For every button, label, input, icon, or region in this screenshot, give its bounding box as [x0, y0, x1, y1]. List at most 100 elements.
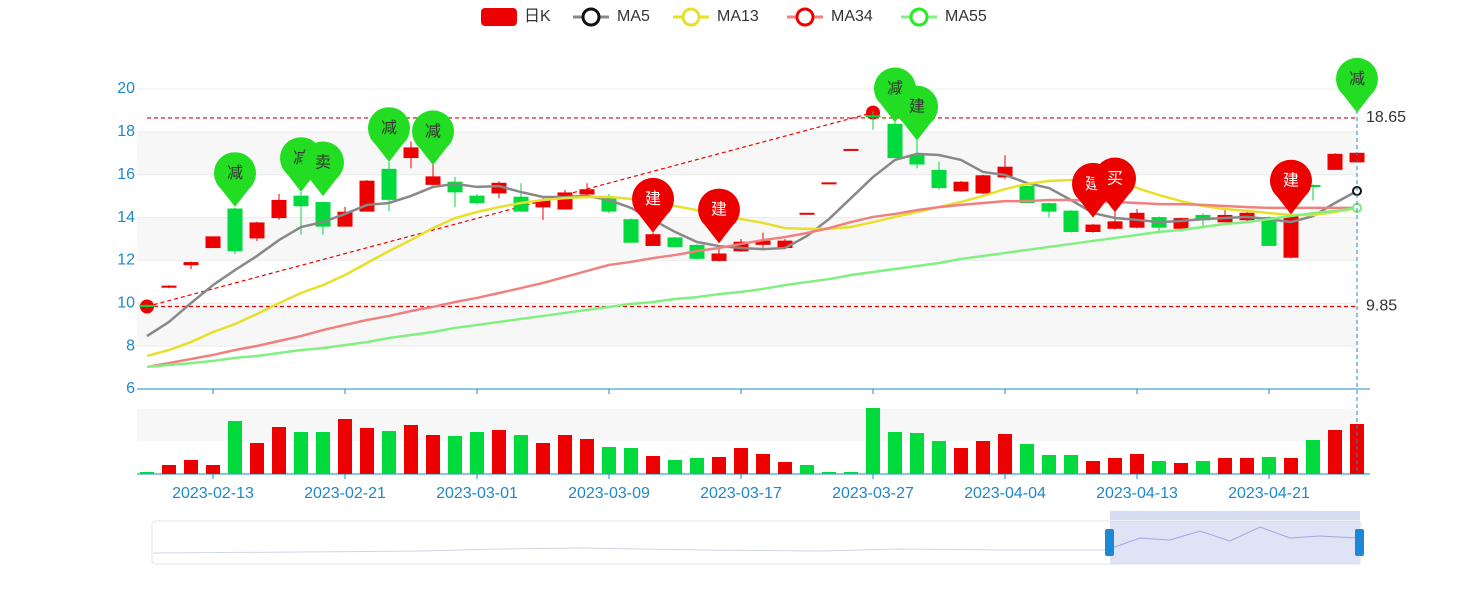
- split-area: [137, 303, 1357, 347]
- volume-bar: [1240, 458, 1254, 474]
- volume-bar: [536, 443, 550, 474]
- candle-body: [1019, 186, 1035, 204]
- volume-bar: [492, 430, 506, 474]
- x-tick-label: 2023-02-21: [304, 485, 386, 502]
- candle-body: [447, 181, 463, 193]
- y-tick-label: 18: [117, 123, 135, 140]
- candle-body: [161, 285, 177, 288]
- marker-label: 卖: [315, 153, 331, 171]
- legend-icon-circle: [681, 7, 701, 27]
- volume-bar: [910, 433, 924, 474]
- candle-body: [579, 189, 595, 195]
- candle-body: [1327, 153, 1343, 170]
- candle-body: [205, 236, 221, 249]
- volume-bar: [756, 454, 770, 474]
- volume-bar: [998, 434, 1012, 474]
- volume-bar: [294, 432, 308, 474]
- zoom-bar[interactable]: [1110, 511, 1360, 520]
- mark-line-label: 9.85: [1366, 298, 1397, 315]
- volume-bar: [888, 432, 902, 474]
- volume-bar: [558, 435, 572, 474]
- volume-bar: [602, 447, 616, 474]
- volume-bar: [470, 432, 484, 474]
- zoom-handle-right[interactable]: [1355, 529, 1364, 556]
- legend-icon: [481, 8, 517, 26]
- volume-bar: [316, 432, 330, 474]
- volume-bar: [932, 441, 946, 474]
- legend: 日K MA5 MA13 MA34 MA55: [481, 7, 987, 27]
- mark-line-label: 18.65: [1366, 109, 1406, 126]
- y-tick-label: 20: [117, 80, 135, 97]
- marker-label: 减: [1349, 70, 1365, 88]
- volume-bar: [1196, 461, 1210, 474]
- candle-body: [799, 212, 815, 215]
- legend-label: MA5: [617, 8, 650, 25]
- zoom-handle-left[interactable]: [1105, 529, 1114, 556]
- volume-bar: [734, 448, 748, 474]
- volume-bar: [206, 465, 220, 474]
- x-tick-label: 2023-04-21: [1228, 485, 1310, 502]
- volume-bar: [1306, 440, 1320, 474]
- candle-body: [909, 154, 925, 165]
- volume-bar: [382, 431, 396, 474]
- volume-bar: [844, 472, 858, 474]
- y-tick-label: 16: [117, 166, 135, 183]
- marker-pin: [1093, 157, 1136, 213]
- marker-label: 减: [425, 122, 441, 140]
- candle-body: [711, 253, 727, 261]
- marker-label: 建: [1283, 172, 1299, 190]
- candle-body: [865, 115, 881, 118]
- volume-bar: [668, 460, 682, 474]
- y-tick-label: 10: [117, 295, 135, 312]
- marker-label: 减: [887, 79, 903, 97]
- candle-body: [887, 123, 903, 159]
- x-tick-label: 2023-03-01: [436, 485, 518, 502]
- trend-line: [146, 111, 874, 308]
- candle-body: [381, 168, 397, 200]
- y-tick-label: 8: [126, 337, 135, 354]
- x-tick-label: 2023-04-04: [964, 485, 1046, 502]
- volume-bar: [1086, 461, 1100, 474]
- volume-bar: [272, 427, 286, 474]
- candle-body: [469, 195, 485, 204]
- legend-label: MA34: [831, 8, 873, 25]
- volume-bar: [954, 448, 968, 474]
- candle-body: [139, 304, 155, 307]
- x-tick-label: 2023-03-09: [568, 485, 650, 502]
- marker-label: 减: [381, 119, 397, 137]
- volume-bar: [1218, 458, 1232, 474]
- candle-body: [623, 219, 639, 243]
- candle-body: [953, 181, 969, 192]
- candle-body: [425, 176, 441, 185]
- marker-pin: [412, 110, 454, 166]
- zoom-preview: [152, 547, 1108, 554]
- legend-icon-circle: [795, 7, 815, 27]
- marker-pin: [896, 85, 938, 141]
- volume-bar: [778, 462, 792, 474]
- candle-body: [843, 148, 859, 151]
- volume-bar: [866, 408, 880, 474]
- zoom-preview-selected: [1111, 526, 1359, 549]
- candle-body: [227, 208, 243, 252]
- volume-bar: [338, 419, 352, 474]
- candle-body: [293, 195, 309, 207]
- volume-bar: [140, 472, 154, 474]
- data-zoom[interactable]: [151, 511, 1364, 565]
- marker-pin: [698, 188, 740, 244]
- volume-bar: [976, 441, 990, 474]
- ma-line: [146, 206, 1358, 369]
- legend-icon-circle: [581, 7, 601, 27]
- candle-body: [183, 262, 199, 266]
- candle-body: [1107, 221, 1123, 229]
- y-tick-label: 14: [117, 209, 135, 226]
- candle-body: [645, 234, 661, 246]
- ma-line: [146, 178, 1358, 358]
- volume-bar: [1108, 458, 1122, 474]
- ma-line: [146, 198, 1357, 369]
- volume-bar: [250, 443, 264, 474]
- marker-label: 建: [645, 190, 661, 208]
- zoom-window[interactable]: [1110, 521, 1360, 564]
- candle-body: [931, 169, 947, 189]
- volume-bar: [1042, 455, 1056, 474]
